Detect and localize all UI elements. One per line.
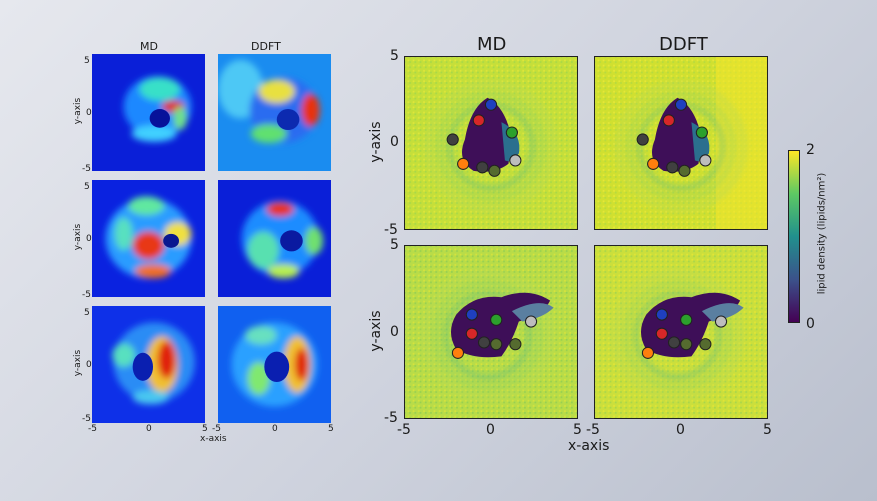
right-xlabel: x-axis xyxy=(568,438,610,454)
bead-marker xyxy=(636,133,649,146)
right-ytick-bot-neg5: -5 xyxy=(384,410,398,426)
left-ytick-r1-mid: 0 xyxy=(86,108,92,118)
right-ylabel-top: y-axis xyxy=(368,121,384,163)
bead-marker xyxy=(484,98,498,111)
right-ytick-top-5: 5 xyxy=(390,48,399,64)
left-ytick-r2-bot: -5 xyxy=(82,290,91,300)
left-xtick-ddft-mid: 0 xyxy=(272,424,278,434)
bead-marker xyxy=(490,338,503,351)
left-ylabel-r1: y-axis xyxy=(73,97,83,125)
right-panel-top-ddft xyxy=(594,56,768,230)
right-col-title-md: MD xyxy=(477,34,507,55)
left-panel-r3-ddft xyxy=(218,306,331,423)
bead-markers-top-ddft xyxy=(636,98,712,177)
bead-marker xyxy=(472,114,485,127)
right-xtick-ddft-mid: 0 xyxy=(676,422,685,438)
right-ylabel-bottom: y-axis xyxy=(368,310,384,352)
bead-marker xyxy=(680,338,693,351)
right-panel-bottom-ddft xyxy=(594,245,768,419)
bead-marker xyxy=(695,126,708,139)
left-ytick-r1-top: 5 xyxy=(84,56,90,66)
left-ytick-r3-mid: 0 xyxy=(86,360,92,370)
bead-marker xyxy=(465,327,478,340)
bead-marker xyxy=(699,338,712,351)
bead-marker xyxy=(477,336,491,349)
right-xtick-ddft-max: 5 xyxy=(763,422,772,438)
bead-marker xyxy=(490,313,503,326)
left-ylabel-r2: y-axis xyxy=(73,223,83,251)
left-panel-r1-md xyxy=(92,54,205,171)
bead-marker xyxy=(465,308,478,321)
colorbar-max-label: 2 xyxy=(806,142,815,158)
left-xtick-md-mid: 0 xyxy=(146,424,152,434)
bead-marker xyxy=(509,154,522,167)
bead-marker xyxy=(667,336,681,349)
right-ytick-top-neg5: -5 xyxy=(384,222,398,238)
bead-marker xyxy=(678,164,691,177)
left-panel-r1-ddft xyxy=(218,54,331,171)
bead-marker xyxy=(641,346,655,359)
bead-marker xyxy=(524,315,538,328)
left-xlabel: x-axis xyxy=(200,434,227,444)
bead-markers-top-md xyxy=(446,98,522,177)
left-ytick-r3-top: 5 xyxy=(84,308,90,318)
bead-marker xyxy=(714,315,728,328)
left-panel-r2-md xyxy=(92,180,205,297)
bead-marker xyxy=(446,133,459,146)
right-ytick-bot-0: 0 xyxy=(390,324,399,340)
bead-marker xyxy=(509,338,522,351)
colorbar-min-label: 0 xyxy=(806,316,815,332)
left-xtick-ddft-min: -5 xyxy=(212,424,221,434)
colorbar xyxy=(788,150,800,323)
right-xtick-ddft-min: -5 xyxy=(586,422,600,438)
left-col-title-ddft: DDFT xyxy=(251,40,281,53)
left-xtick-md-min: -5 xyxy=(88,424,97,434)
bead-marker xyxy=(457,157,470,170)
bead-markers-bottom-md xyxy=(451,308,538,359)
bead-marker xyxy=(662,114,675,127)
right-xtick-md-max: 5 xyxy=(573,422,582,438)
bead-marker xyxy=(680,313,693,326)
bead-marker xyxy=(647,157,660,170)
left-xtick-md-max: 5 xyxy=(202,424,208,434)
bead-marker xyxy=(655,308,668,321)
left-panel-r3-md xyxy=(92,306,205,423)
right-panel-bottom-md xyxy=(404,245,578,419)
left-ytick-r2-mid: 0 xyxy=(86,234,92,244)
bead-marker xyxy=(488,164,501,177)
left-col-title-md: MD xyxy=(140,40,158,53)
right-col-title-ddft: DDFT xyxy=(659,34,708,55)
bead-marker xyxy=(666,161,679,174)
right-panel-top-md xyxy=(404,56,578,230)
right-xtick-md-min: -5 xyxy=(397,422,411,438)
bead-marker xyxy=(476,161,489,174)
left-xtick-ddft-max: 5 xyxy=(328,424,334,434)
bead-marker xyxy=(655,327,668,340)
left-panel-r2-ddft xyxy=(218,180,331,297)
left-ytick-r1-bot: -5 xyxy=(82,164,91,174)
right-ytick-bot-5: 5 xyxy=(390,237,399,253)
right-ytick-top-0: 0 xyxy=(390,134,399,150)
bead-markers-bottom-ddft xyxy=(641,308,728,359)
left-ytick-r3-bot: -5 xyxy=(82,414,91,424)
bead-marker xyxy=(451,346,465,359)
colorbar-label: lipid density (lipids/nm²) xyxy=(816,172,828,295)
bead-marker xyxy=(699,154,712,167)
right-xtick-md-mid: 0 xyxy=(486,422,495,438)
left-ytick-r2-top: 5 xyxy=(84,182,90,192)
left-ylabel-r3: y-axis xyxy=(73,349,83,377)
bead-marker xyxy=(674,98,688,111)
bead-marker xyxy=(505,126,518,139)
